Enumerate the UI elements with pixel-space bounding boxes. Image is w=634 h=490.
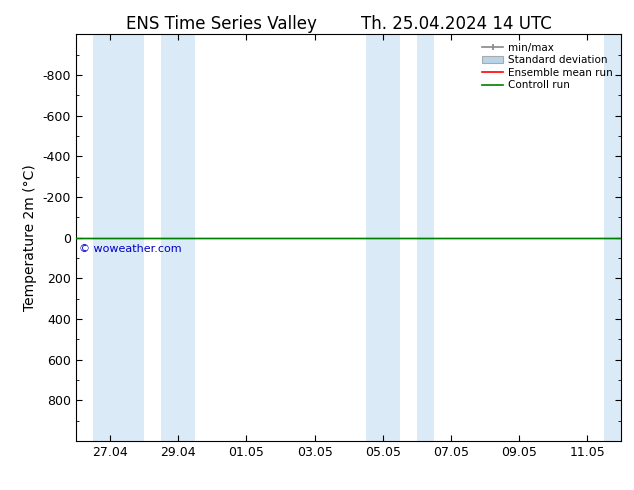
Bar — [604, 34, 621, 441]
Bar — [93, 34, 144, 441]
Bar — [417, 34, 434, 441]
Text: ENS Time Series Valley: ENS Time Series Valley — [126, 15, 318, 33]
Legend: min/max, Standard deviation, Ensemble mean run, Controll run: min/max, Standard deviation, Ensemble me… — [479, 40, 616, 94]
Bar — [161, 34, 195, 441]
Y-axis label: Temperature 2m (°C): Temperature 2m (°C) — [23, 164, 37, 311]
Bar — [366, 34, 400, 441]
Text: Th. 25.04.2024 14 UTC: Th. 25.04.2024 14 UTC — [361, 15, 552, 33]
Text: © woweather.com: © woweather.com — [79, 244, 182, 254]
